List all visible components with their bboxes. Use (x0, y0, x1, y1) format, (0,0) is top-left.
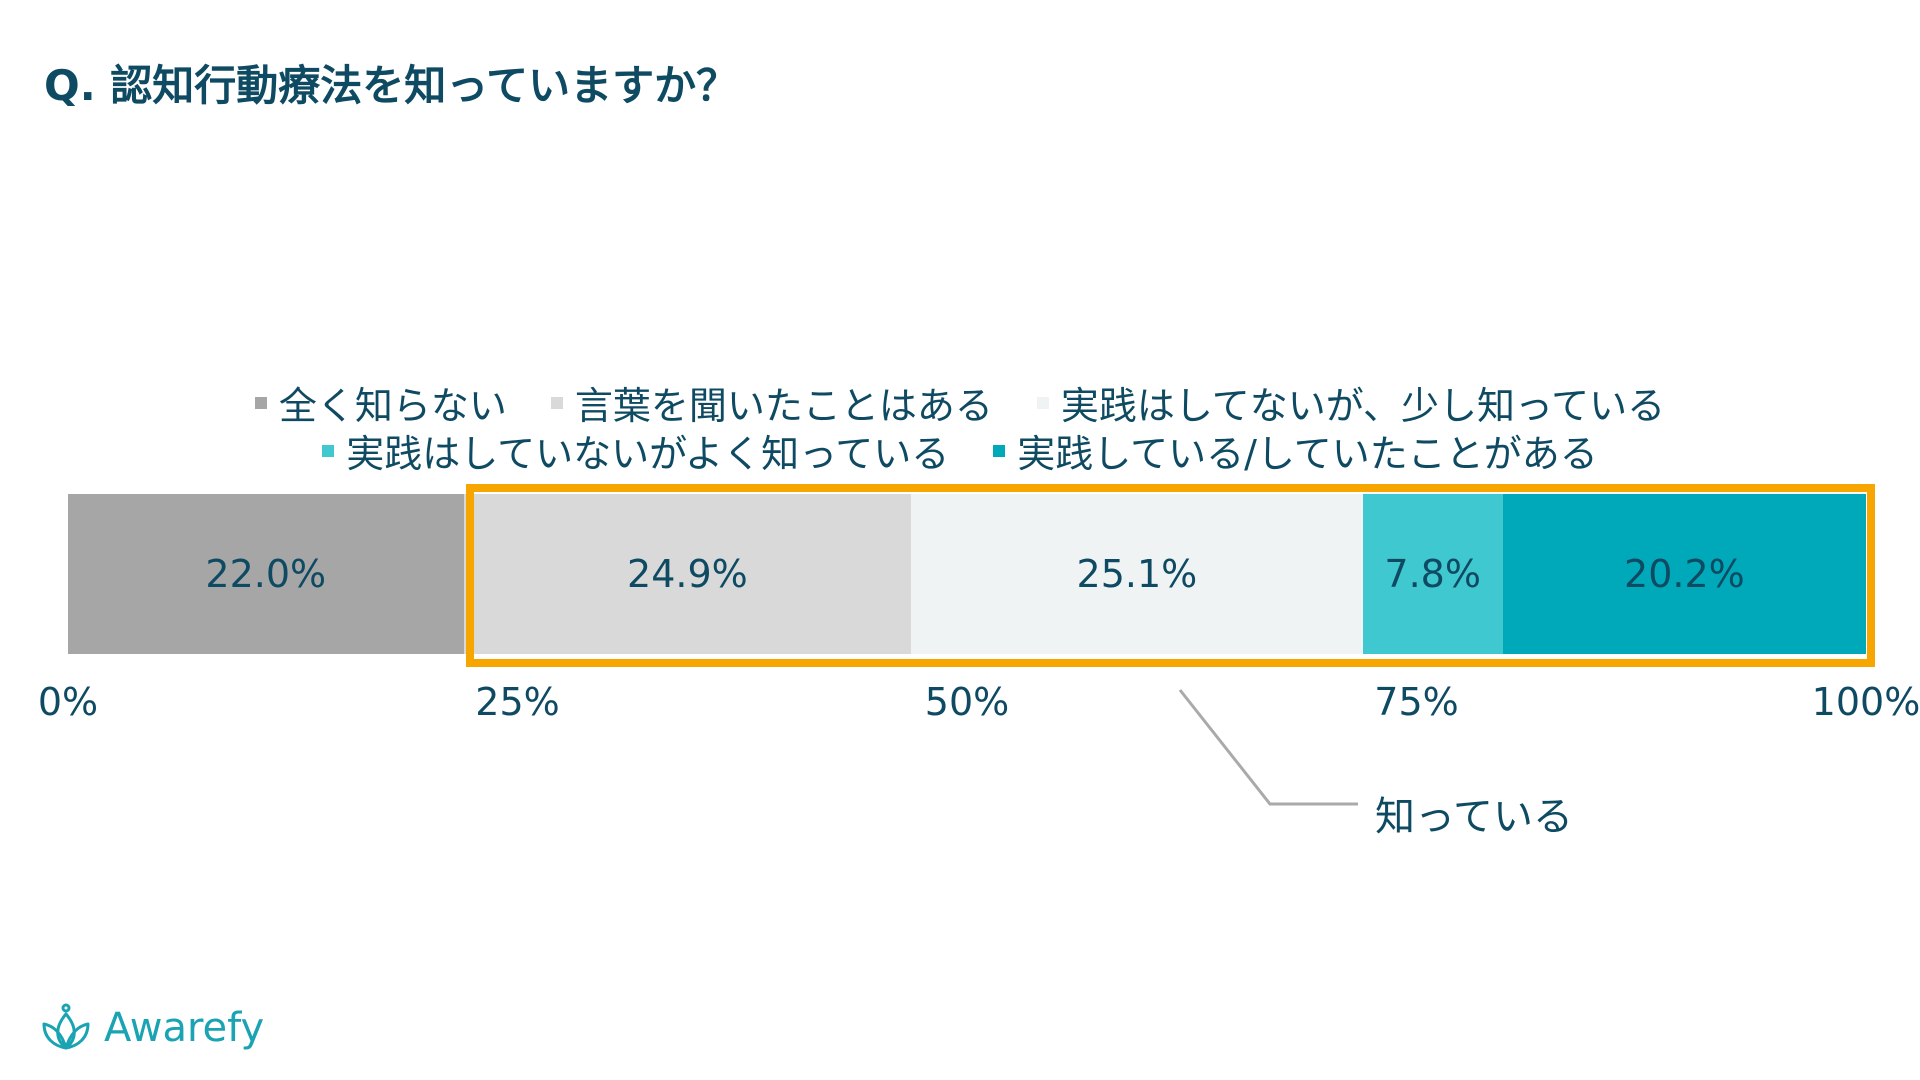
legend-label: 実践している/していたことがある (1017, 432, 1598, 476)
legend-label: 全く知らない (278, 384, 507, 428)
legend-swatch (993, 444, 1006, 457)
legend-item: 言葉を聞いたことはある (550, 375, 993, 430)
legend-swatch (550, 396, 563, 409)
logo-text: Awarefy (104, 1005, 265, 1051)
legend-swatch (1036, 396, 1049, 409)
legend-item: 実践はしてないが、少し知っている (1036, 375, 1666, 430)
legend-label: 実践はしてないが、少し知っている (1060, 384, 1666, 428)
legend-item: 全く知らない (254, 375, 507, 430)
chart-title: Q. 認知行動療法を知っていますか？ (44, 61, 739, 110)
legend-label: 実践はしていないがよく知っている (346, 432, 950, 476)
legend-row-1: 全く知らない 言葉を聞いたことはある 実践はしてないが、少し知っている (0, 375, 1920, 430)
lotus-icon (42, 1003, 90, 1050)
legend-item: 実践はしていないがよく知っている (322, 423, 949, 478)
legend-swatch (254, 396, 267, 409)
legend-swatch (322, 444, 335, 457)
legend-row-2: 実践はしていないがよく知っている 実践している/していたことがある (0, 423, 1920, 478)
legend-label: 言葉を聞いたことはある (574, 384, 993, 428)
legend-item: 実践している/していたことがある (993, 423, 1598, 478)
brand-logo: Awarefy (38, 1000, 264, 1056)
callout-label-know: 知っている (1375, 794, 1573, 840)
